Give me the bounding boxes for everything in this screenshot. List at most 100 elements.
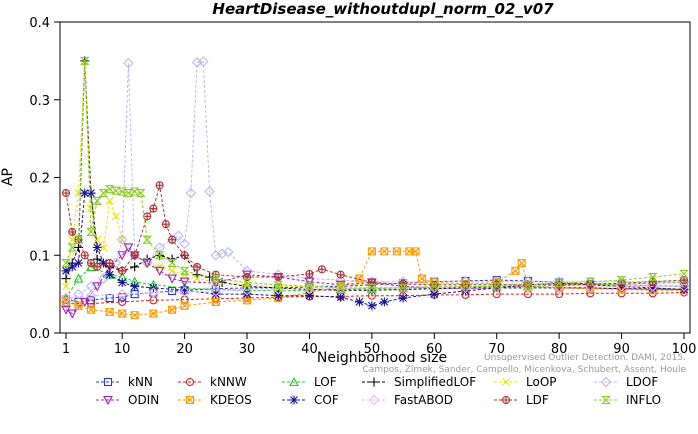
data-point-cof	[105, 270, 115, 280]
y-axis-label: AP	[0, 168, 16, 186]
data-point-cof	[679, 284, 689, 294]
legend-label-kdeos: KDEOS	[210, 393, 252, 407]
data-point-kdeos	[149, 309, 158, 318]
data-point-ldf-ring	[193, 262, 202, 271]
data-point-odin	[179, 277, 190, 287]
data-point-fastabod	[241, 284, 253, 296]
data-point-odin	[154, 266, 165, 276]
data-point-ldf-ring	[93, 262, 102, 271]
legend-label-lof: LOF	[314, 375, 337, 389]
data-point-ldf-ring	[68, 227, 77, 236]
data-point-ldf-ring	[155, 181, 164, 190]
data-point-ldof	[198, 56, 209, 67]
data-point-kdeos	[380, 247, 389, 256]
data-point-fastabod	[366, 282, 378, 294]
data-point-ldf	[649, 278, 657, 286]
data-point-inflo	[104, 185, 115, 194]
legend-marker-ldf-ring	[501, 395, 511, 405]
data-point-ldf	[168, 236, 176, 244]
data-point-cof	[336, 292, 346, 302]
data-point-cof	[304, 291, 314, 301]
data-point-inflo	[335, 283, 346, 292]
data-point-kdeos	[130, 311, 139, 320]
data-point-ldf	[118, 267, 126, 275]
data-point-cof	[354, 297, 364, 307]
data-point-simplifiedlof	[61, 274, 71, 284]
data-point-cof	[379, 297, 389, 307]
series-kdeos	[61, 247, 689, 320]
data-point-kdeos	[211, 297, 220, 306]
legend-label-cof: COF	[314, 393, 339, 407]
data-point-ldf-ring	[130, 251, 139, 260]
data-point-simplifiedlof	[92, 254, 102, 264]
data-point-inflo	[647, 272, 658, 282]
data-point-inflo	[79, 56, 90, 65]
legend: kNN kNNW LOF SimplifiedLOF LoOP LDOF ODIN KDEOS…	[96, 375, 661, 407]
data-point-fastabod	[116, 288, 128, 300]
data-point-cof	[80, 188, 90, 198]
data-point-ldf	[149, 205, 157, 213]
data-point-odin	[67, 309, 78, 319]
data-point-inflo	[123, 189, 134, 198]
data-point-loop	[105, 196, 114, 205]
data-point-ldf	[181, 251, 189, 259]
data-point-inflo	[523, 280, 533, 289]
data-point-ldf	[318, 265, 326, 273]
data-point-kdeos	[511, 266, 520, 275]
series-inflo	[61, 56, 689, 292]
data-point-knn	[105, 293, 114, 303]
chart-title: HeartDisease_withoutdupl_norm_02_v07	[212, 0, 554, 18]
data-point-loop	[168, 266, 177, 275]
data-point-cof	[92, 242, 102, 252]
data-point-ldf-ring	[430, 280, 439, 289]
data-point-inflo	[142, 235, 152, 244]
data-point-ldf-ring	[105, 258, 114, 268]
legend-item-cof: COF	[282, 393, 339, 407]
data-point-ldf-ring	[305, 269, 314, 278]
data-point-inflo	[98, 189, 109, 198]
data-point-cof	[211, 289, 221, 299]
plot-area: 1 10 20 30 40 50 60 70 80 90 100 0.0 0.1 0.2 0.3 0.4	[29, 16, 696, 357]
data-point-inflo	[616, 276, 627, 285]
data-point-simplifiedlof	[130, 262, 140, 272]
data-point-loop	[74, 189, 83, 197]
data-point-inflo	[179, 266, 190, 275]
legend-label-simplifiedlof: SimplifiedLOF	[394, 375, 476, 389]
data-point-inflo	[117, 187, 128, 196]
data-point-odin	[167, 274, 178, 284]
x-tick-label: 40	[301, 342, 318, 357]
x-tick-label: 80	[551, 342, 568, 357]
data-point-inflo	[429, 282, 440, 291]
data-point-inflo	[61, 258, 71, 268]
data-point-inflo	[679, 269, 689, 278]
data-point-cof	[98, 258, 108, 268]
data-point-ldof	[123, 57, 134, 69]
series-line-knn	[65, 279, 685, 303]
data-point-ldf-ring	[336, 270, 345, 279]
data-point-ldf-ring	[118, 266, 127, 275]
data-point-ldf-ring	[168, 235, 177, 244]
data-point-fastabod	[60, 292, 72, 304]
data-point-ldf-ring	[161, 220, 170, 229]
data-point-kdeos	[367, 247, 376, 256]
legend-marker-loop	[502, 378, 510, 386]
data-point-loop	[193, 274, 201, 283]
legend-label-odin: ODIN	[128, 393, 159, 407]
data-point-ldf-ring	[317, 265, 326, 274]
data-point-inflo	[554, 279, 564, 288]
data-point-inflo	[73, 235, 84, 244]
legend-item-odin: ODIN	[96, 393, 159, 407]
data-point-loop	[112, 212, 120, 221]
data-point-inflo	[460, 282, 471, 291]
data-point-kdeos	[411, 247, 420, 256]
data-point-ldf-ring	[80, 251, 89, 260]
data-point-loop	[68, 235, 77, 244]
data-point-cof	[461, 286, 471, 296]
data-point-odin	[142, 258, 153, 269]
legend-marker-kdeos	[185, 395, 195, 405]
legend-label-fastabod: FastABOD	[394, 393, 453, 407]
x-tick-label: 30	[239, 342, 256, 357]
y-tick-label: 0.1	[29, 249, 50, 264]
data-point-ldf	[131, 251, 139, 259]
data-point-cof	[67, 262, 77, 272]
